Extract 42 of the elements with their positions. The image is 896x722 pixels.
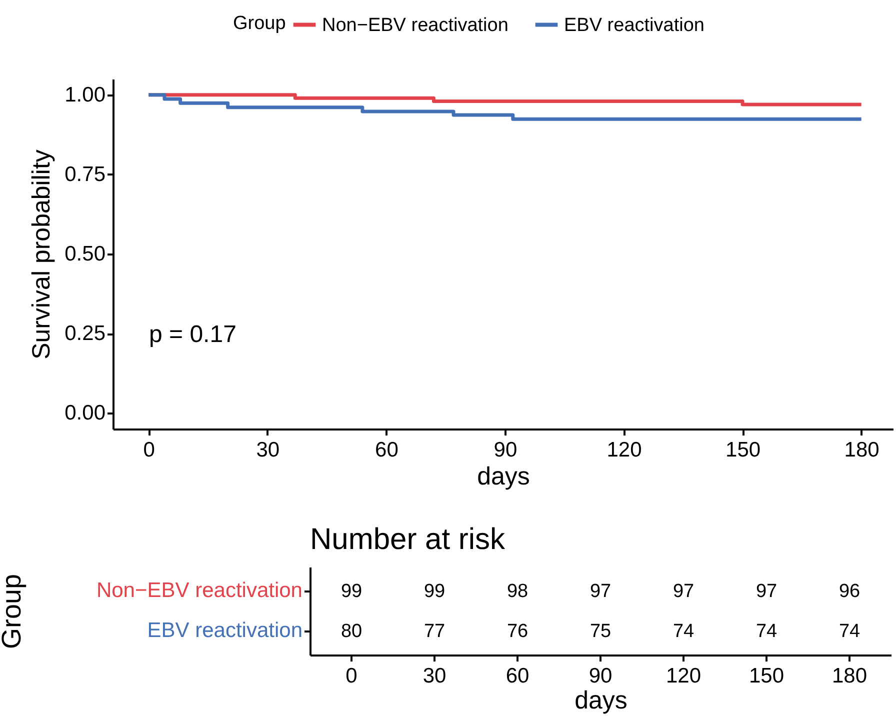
y-axis-title: Survival probability xyxy=(28,149,56,360)
y-tick-label: 0.00 xyxy=(64,402,106,425)
data-label: 99 xyxy=(340,581,362,602)
x-tick-label: 180 xyxy=(844,438,880,462)
data-label: 99 xyxy=(424,581,446,602)
chart-title: Number at risk xyxy=(310,523,506,556)
annotation: p = 0.17 xyxy=(149,321,236,348)
x-tick-label: 0 xyxy=(143,438,155,462)
x-tick-label: 150 xyxy=(748,664,784,688)
data-label: 97 xyxy=(672,581,694,602)
x-tick-label: 90 xyxy=(588,664,612,688)
legend-label: EBV reactivation xyxy=(564,14,704,36)
data-label: 98 xyxy=(506,581,528,602)
y-tick-label: 0.75 xyxy=(64,162,106,186)
data-label: 74 xyxy=(756,621,778,642)
y-tick-label: 0.50 xyxy=(64,242,106,266)
data-label: 76 xyxy=(506,621,528,642)
data-label: 77 xyxy=(424,621,446,642)
y-axis-title: Group xyxy=(0,574,26,650)
data-label: 74 xyxy=(838,621,860,642)
x-tick-label: 120 xyxy=(666,664,702,688)
x-tick-label: 60 xyxy=(506,664,530,688)
x-tick-label: 120 xyxy=(606,438,642,462)
y-tick-label: 0.25 xyxy=(64,322,106,346)
data-label: 75 xyxy=(590,621,612,642)
data-label: 97 xyxy=(590,581,612,602)
data-label: 96 xyxy=(838,581,860,602)
x-axis-title: days xyxy=(477,462,530,490)
legend-label: Non−EBV reactivation xyxy=(322,14,508,36)
y-tick-label: 1.00 xyxy=(64,83,106,106)
data-label: 74 xyxy=(672,621,694,642)
x-tick-label: 90 xyxy=(494,438,518,462)
x-tick-label: 60 xyxy=(375,438,398,462)
legend-title: Group xyxy=(233,13,286,34)
data-label: 97 xyxy=(756,581,778,602)
x-tick-label: 180 xyxy=(832,664,868,688)
x-tick-label: 150 xyxy=(726,438,761,462)
x-tick-label: 30 xyxy=(256,438,280,462)
x-axis-title: days xyxy=(574,686,628,714)
x-tick-label: 30 xyxy=(422,664,446,688)
x-tick-label: 0 xyxy=(346,664,358,688)
data-label: 80 xyxy=(340,621,362,642)
